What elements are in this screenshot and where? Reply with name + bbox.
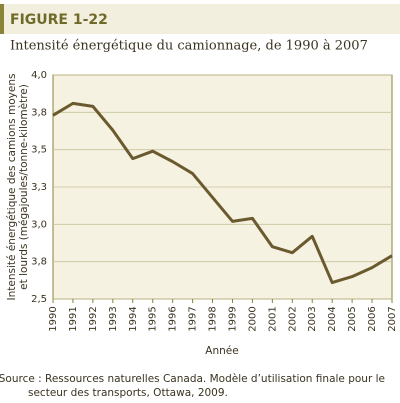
x-tick-label: 1999 [227,306,238,331]
source-line: Source : Ressources naturelles Canada. M… [0,373,385,385]
x-tick-label: 2003 [307,306,318,331]
y-tick-label: 3,0 [31,219,47,230]
x-tick-label: 2002 [287,306,298,331]
y-axis-label: et lourds (mégajoules/tonne-kilomètre) [18,84,30,290]
x-tick-label: 1990 [48,306,59,331]
x-tick-label: 1993 [108,306,119,331]
y-tick-label: 3,8 [31,107,47,118]
x-tick-label: 2000 [247,306,258,331]
x-tick-label: 2004 [327,306,338,331]
x-tick-label: 2005 [347,306,358,331]
x-tick-label: 2006 [367,306,378,331]
x-tick-label: 1998 [208,306,219,331]
x-tick-label: 1992 [88,306,99,331]
x-tick-label: 1995 [148,306,159,331]
figure-label: FIGURE 1-22 [10,12,108,28]
y-tick-label: 4,0 [31,70,47,81]
x-tick-label: 2007 [387,306,398,331]
header-band [0,4,400,34]
y-tick-label: 2,5 [31,294,47,305]
header-accent [0,4,4,34]
y-tick-label: 3,3 [31,182,47,193]
x-tick-label: 1991 [68,306,79,331]
y-axis-label: Intensité énergétique des camions moyens [6,74,18,301]
x-tick-label: 1996 [168,306,179,331]
x-tick-label: 1994 [128,306,139,331]
source-line: secteur des transports, Ottawa, 2009. [28,387,228,399]
data-line [52,101,393,285]
y-tick-label: 3,5 [31,145,47,156]
x-tick-label: 1997 [188,306,199,331]
y-tick-label: 3,8 [31,257,47,268]
x-axis-label: Année [205,345,238,357]
x-tick-label: 2001 [267,306,278,331]
chart-title: Intensité énergétique du camionnage, de … [10,39,368,54]
